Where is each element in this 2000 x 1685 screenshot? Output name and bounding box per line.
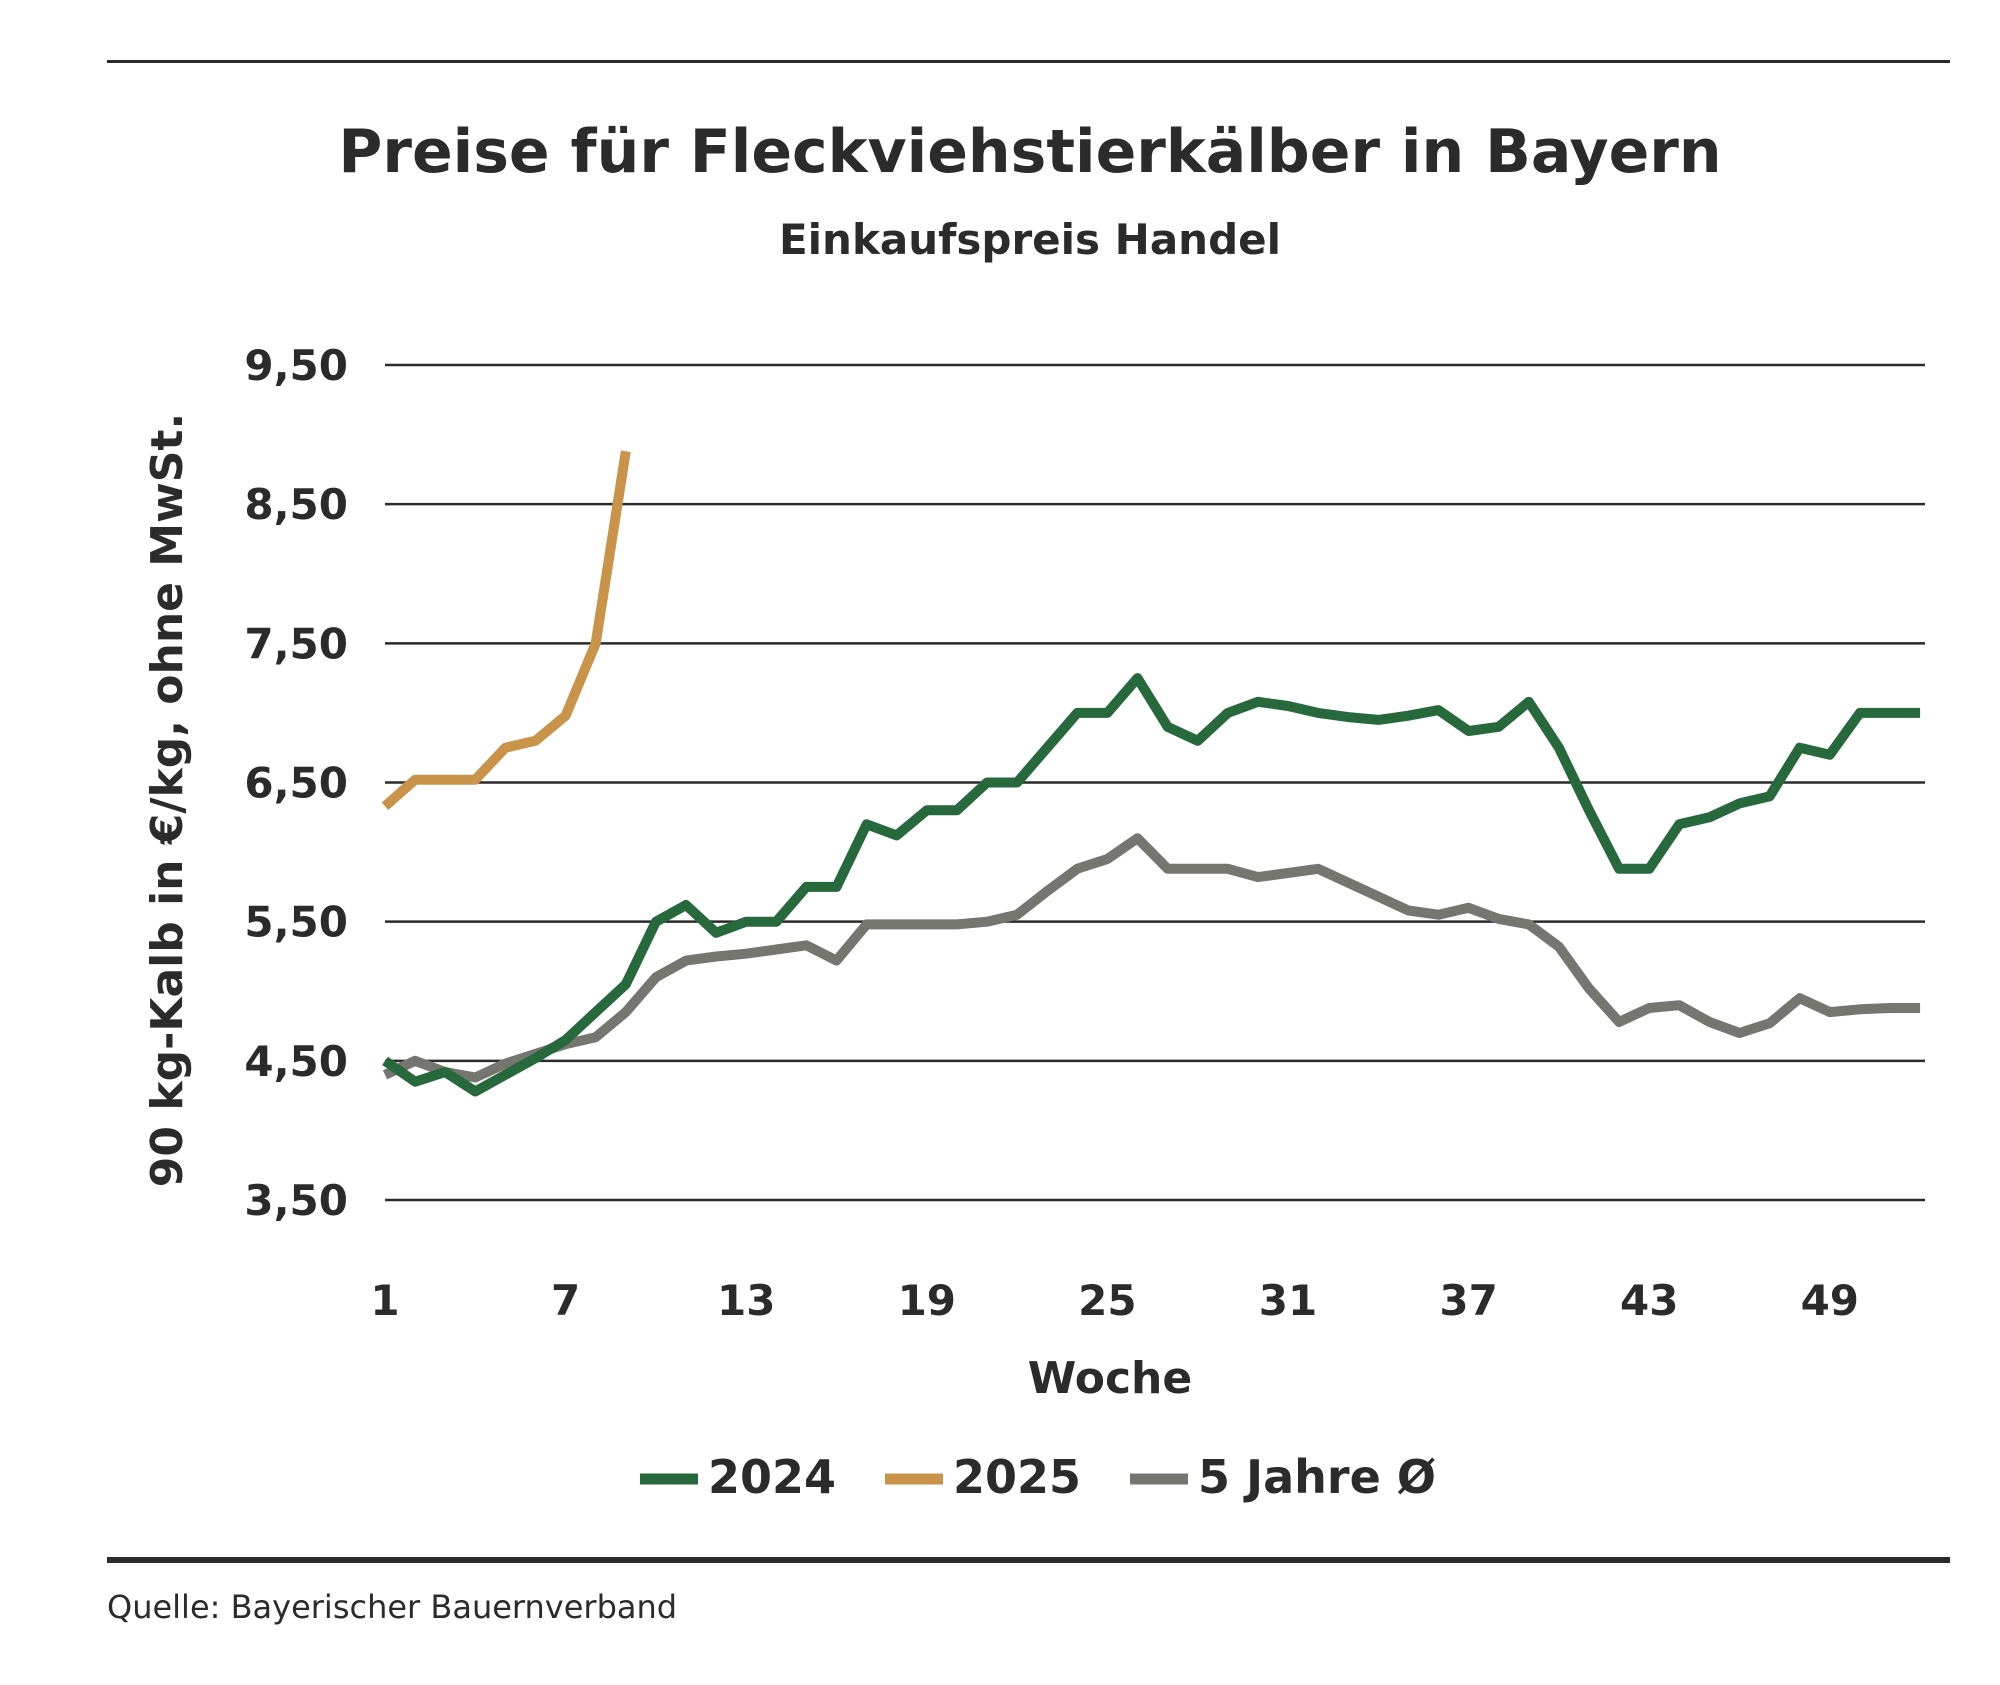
x-axis-label: Woche — [1028, 1353, 1192, 1404]
x-tick-label: 37 — [1439, 1276, 1497, 1325]
legend-label: 2025 — [953, 1450, 1081, 1504]
y-tick-labels: 3,50 4,50 5,50 6,50 7,50 8,50 9,50 — [244, 341, 348, 1225]
y-tick-label: 6,50 — [244, 759, 348, 808]
legend: 2024 2025 5 Jahre Ø — [640, 1450, 1436, 1504]
legend-label: 2024 — [708, 1450, 836, 1504]
x-tick-label: 7 — [551, 1276, 580, 1325]
x-tick-label: 19 — [898, 1276, 956, 1325]
x-tick-label: 43 — [1620, 1276, 1678, 1325]
chart-subtitle: Einkaufspreis Handel — [778, 215, 1282, 264]
top-rule — [107, 60, 1950, 63]
y-tick-label: 4,50 — [244, 1037, 348, 1086]
x-tick-label: 31 — [1259, 1276, 1317, 1325]
series-line-2025 — [381, 450, 631, 810]
chart-title: Preise für Fleckviehstierkälber in Bayer… — [338, 117, 1722, 187]
x-tick-label: 1 — [370, 1276, 399, 1325]
x-tick-label: 25 — [1078, 1276, 1136, 1325]
x-tick-label: 13 — [717, 1276, 775, 1325]
y-tick-label: 8,50 — [244, 480, 348, 529]
source-note: Quelle: Bayerischer Bauernverband — [107, 1588, 678, 1626]
gridlines — [385, 363, 1925, 1202]
series-lines — [381, 450, 1921, 1097]
bottom-rule — [107, 1557, 1950, 1563]
x-tick-label: 49 — [1801, 1276, 1859, 1325]
series-line-5-jahre — [382, 833, 1921, 1083]
y-axis-label: 90 kg-Kalb in €/kg, ohne MwSt. — [142, 413, 193, 1187]
y-tick-label: 9,50 — [244, 341, 348, 390]
series-line-2024 — [382, 673, 1921, 1097]
y-tick-label: 5,50 — [244, 898, 348, 947]
x-tick-labels: 1 7 13 19 25 31 37 43 49 — [370, 1276, 1859, 1325]
y-tick-label: 3,50 — [244, 1176, 348, 1225]
y-tick-label: 7,50 — [244, 619, 348, 668]
legend-label: 5 Jahre Ø — [1198, 1450, 1436, 1504]
